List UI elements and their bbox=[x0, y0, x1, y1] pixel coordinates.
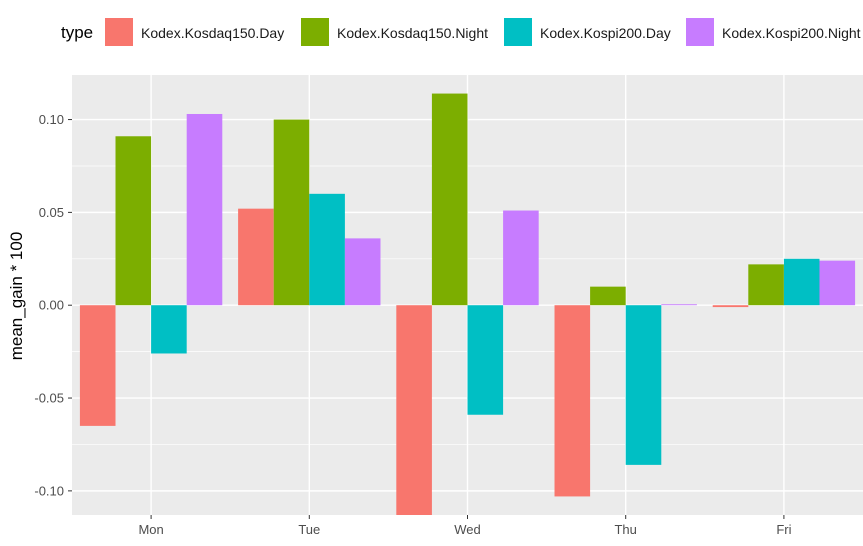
x-tick-label: Tue bbox=[298, 522, 320, 537]
legend-label: Kodex.Kospi200.Day bbox=[540, 25, 671, 41]
bar bbox=[344, 238, 381, 306]
x-tick-label: Mon bbox=[138, 522, 163, 537]
bar bbox=[712, 305, 749, 308]
bar bbox=[431, 93, 468, 306]
legend-key-swatch bbox=[301, 18, 329, 46]
legend-title: type bbox=[61, 23, 94, 42]
x-tick-label: Fri bbox=[776, 522, 791, 537]
bar bbox=[273, 119, 310, 306]
bar bbox=[661, 304, 697, 306]
bar bbox=[625, 305, 662, 465]
y-axis: 0.10 0.05 0.00 -0.05 -0.10 bbox=[34, 112, 72, 498]
bar bbox=[238, 208, 274, 306]
legend-label: Kodex.Kosdaq150.Night bbox=[337, 25, 488, 41]
bars bbox=[79, 93, 856, 515]
bar bbox=[783, 258, 820, 306]
bar bbox=[186, 113, 223, 306]
bar bbox=[819, 260, 856, 306]
bar bbox=[79, 305, 116, 426]
y-tick-label: -0.05 bbox=[34, 391, 64, 406]
bar bbox=[590, 286, 626, 306]
bar bbox=[309, 193, 345, 306]
y-tick-label: -0.10 bbox=[34, 483, 64, 498]
legend: type Kodex.Kosdaq150.Day Kodex.Kosdaq150… bbox=[0, 0, 863, 66]
bar bbox=[151, 305, 187, 354]
x-axis: Mon Tue Wed Thu Fri bbox=[138, 515, 792, 537]
legend-label: Kodex.Kosdaq150.Day bbox=[141, 25, 285, 41]
bar bbox=[503, 210, 539, 306]
x-tick-label: Thu bbox=[614, 522, 636, 537]
bar bbox=[467, 305, 504, 415]
y-tick-label: 0.10 bbox=[39, 112, 64, 127]
x-tick-label: Wed bbox=[454, 522, 481, 537]
bar bbox=[554, 305, 591, 497]
bar bbox=[396, 305, 432, 515]
legend-key-swatch bbox=[504, 18, 532, 46]
y-tick-label: 0.00 bbox=[39, 298, 64, 313]
legend-key-swatch bbox=[105, 18, 133, 46]
bar bbox=[748, 264, 784, 306]
y-axis-title: mean_gain * 100 bbox=[7, 232, 26, 361]
legend-key-swatch bbox=[686, 18, 714, 46]
y-tick-label: 0.05 bbox=[39, 205, 64, 220]
legend-label: Kodex.Kospi200.Night bbox=[722, 25, 861, 41]
bar bbox=[115, 136, 152, 306]
